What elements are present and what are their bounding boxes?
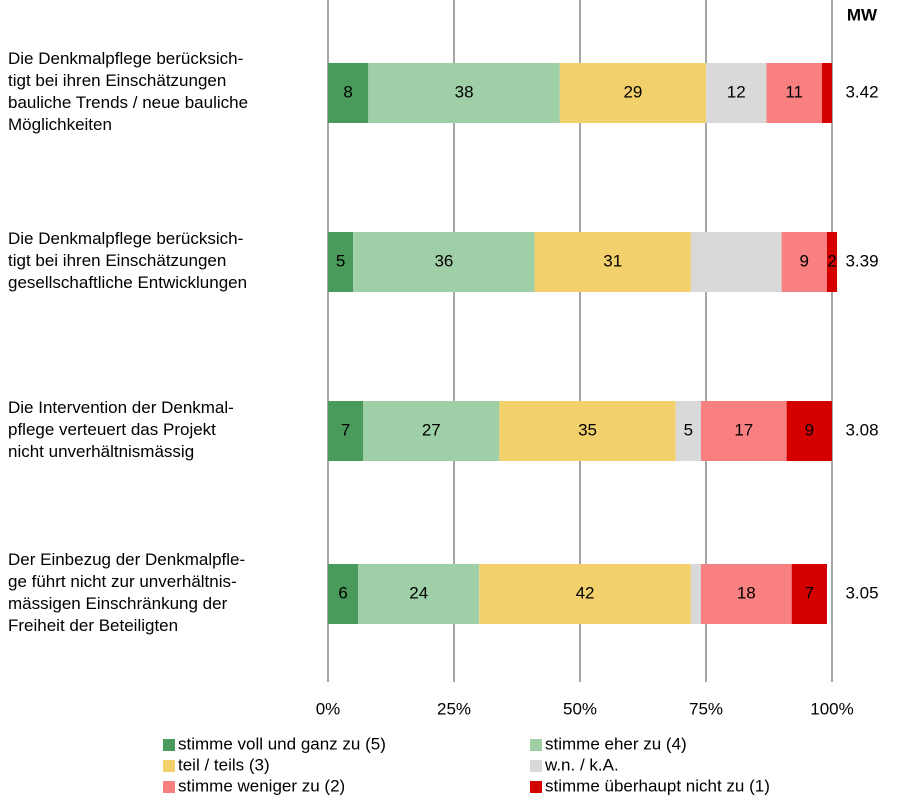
- bar-segment: [559, 63, 706, 123]
- category-line: mässigen Einschränkung der: [8, 594, 228, 613]
- legend-swatch: [163, 760, 175, 772]
- category-line: tigt bei ihren Einschätzungen: [8, 71, 226, 90]
- data-label: 9: [800, 251, 809, 270]
- bar-segment: [826, 232, 838, 292]
- bar-segment: [690, 564, 701, 624]
- bar-segment: [700, 564, 792, 624]
- bar-segment: [781, 232, 827, 292]
- data-label: 2: [827, 251, 836, 270]
- category-line: gesellschaftliche Entwicklungen: [8, 273, 247, 292]
- legend-label: stimme eher zu (4): [545, 734, 687, 753]
- x-tick-label: 25%: [437, 699, 471, 718]
- category-line: ge führt nicht zur unverhältnis-: [8, 572, 237, 591]
- data-label: 7: [805, 583, 814, 602]
- bar-segment: [791, 564, 827, 624]
- data-label: 36: [434, 251, 453, 270]
- legend-swatch: [163, 781, 175, 793]
- data-label: 11: [785, 82, 803, 101]
- mean-value: 3.39: [845, 251, 878, 270]
- category-line: Die Denkmalpflege berücksich-: [8, 229, 243, 248]
- category-label: Die Denkmalpflege berücksich-tigt bei ih…: [8, 49, 248, 134]
- bar-segment: [499, 401, 676, 461]
- mean-value: 3.42: [845, 82, 878, 101]
- x-tick-label: 75%: [689, 699, 723, 718]
- bar-segment: [353, 232, 535, 292]
- data-label: 7: [341, 420, 350, 439]
- bar-segment: [328, 63, 369, 123]
- bar-segment: [690, 232, 782, 292]
- legend-label: w.n. / k.A.: [544, 755, 619, 774]
- data-label: 5: [336, 251, 345, 270]
- category-line: tigt bei ihren Einschätzungen: [8, 251, 226, 270]
- bar-segment: [358, 564, 480, 624]
- data-label: 24: [409, 583, 428, 602]
- bar-segment: [675, 401, 701, 461]
- bar-segment: [700, 401, 787, 461]
- bar-segment: [786, 401, 832, 461]
- bar-segment: [363, 401, 500, 461]
- legend-swatch: [163, 739, 175, 751]
- data-label: 31: [603, 251, 622, 270]
- bar-segment: [479, 564, 691, 624]
- bar-segment: [328, 401, 364, 461]
- x-tick-label: 100%: [810, 699, 853, 718]
- data-label: 5: [684, 420, 693, 439]
- category-label: Die Intervention der Denkmal-pflege vert…: [8, 398, 234, 461]
- category-line: bauliche Trends / neue bauliche: [8, 93, 248, 112]
- x-tick-label: 0%: [316, 699, 341, 718]
- legend-label: teil / teils (3): [178, 755, 270, 774]
- category-line: Freiheit der Beteiligten: [8, 616, 178, 635]
- mean-header: MW: [847, 5, 878, 24]
- mean-value: 3.05: [845, 583, 878, 602]
- data-label: 6: [338, 583, 347, 602]
- legend-swatch: [530, 739, 542, 751]
- bar-segment: [534, 232, 691, 292]
- mean-value: 3.08: [845, 420, 878, 439]
- bar-segment: [328, 232, 354, 292]
- category-label: Der Einbezug der Denkmalpfle-ge führt ni…: [8, 550, 245, 635]
- bar-segment: [328, 564, 359, 624]
- legend-label: stimme überhaupt nicht zu (1): [545, 776, 770, 795]
- legend-label: stimme weniger zu (2): [178, 776, 345, 795]
- legend-swatch: [530, 760, 542, 772]
- category-line: pflege verteuert das Projekt: [8, 420, 216, 439]
- legend-swatch: [530, 781, 542, 793]
- data-label: 18: [737, 583, 756, 602]
- category-line: Der Einbezug der Denkmalpfle-: [8, 550, 245, 569]
- data-label: 38: [455, 82, 474, 101]
- bar-segment: [821, 63, 832, 123]
- category-line: nicht unverhältnismässig: [8, 442, 194, 461]
- data-label: 42: [576, 583, 595, 602]
- legend-label: stimme voll und ganz zu (5): [178, 734, 386, 753]
- category-label: Die Denkmalpflege berücksich-tigt bei ih…: [8, 229, 247, 292]
- bar-segment: [706, 63, 767, 123]
- bar-segment: [766, 63, 822, 123]
- data-label: 8: [343, 82, 352, 101]
- category-line: Möglichkeiten: [8, 115, 112, 134]
- category-line: Die Intervention der Denkmal-: [8, 398, 234, 417]
- data-label: 12: [727, 82, 746, 101]
- category-line: Die Denkmalpflege berücksich-: [8, 49, 243, 68]
- x-tick-label: 50%: [563, 699, 597, 718]
- data-label: 9: [805, 420, 814, 439]
- data-label: 35: [578, 420, 597, 439]
- data-label: 27: [422, 420, 441, 439]
- data-label: 17: [734, 420, 753, 439]
- data-label: 29: [623, 82, 642, 101]
- bar-segment: [368, 63, 560, 123]
